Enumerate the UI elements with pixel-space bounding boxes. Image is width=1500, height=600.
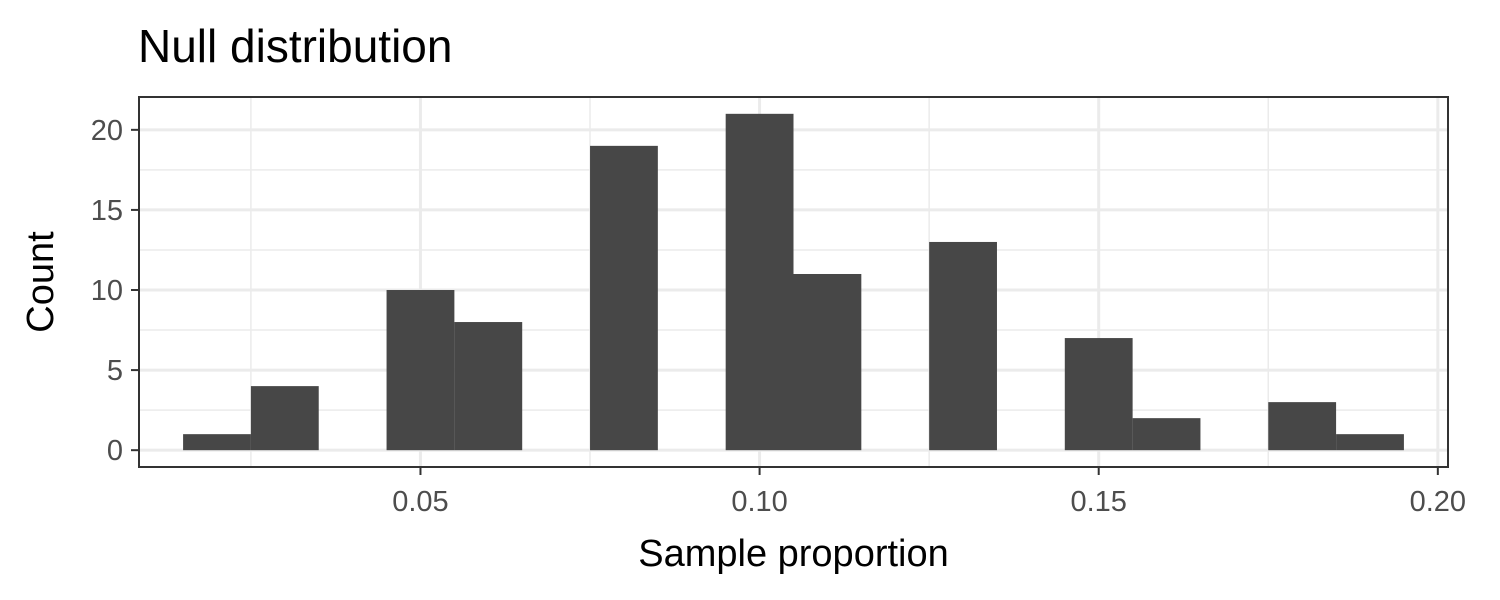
y-tick-label: 5 xyxy=(107,355,123,387)
histogram-bar xyxy=(1336,434,1404,451)
y-tick-label: 0 xyxy=(107,435,123,467)
histogram-bar xyxy=(793,273,862,451)
x-tick-label: 0.05 xyxy=(392,486,448,518)
panel-border xyxy=(138,96,1449,468)
x-tick-label: 0.15 xyxy=(1070,486,1126,518)
x-axis-title: Sample proportion xyxy=(638,533,949,575)
x-axis: 0.05 0.10 0.15 0.20 xyxy=(392,467,1466,518)
x-tick-label: 0.10 xyxy=(731,486,787,518)
x-tick-label: 0.20 xyxy=(1410,486,1466,518)
y-axis-title: Count xyxy=(20,231,62,333)
y-tick-label: 20 xyxy=(91,115,123,147)
histogram-bar xyxy=(454,322,523,451)
bars xyxy=(183,113,1404,451)
histogram-bar xyxy=(1268,402,1337,451)
chart-title: Null distribution xyxy=(138,20,452,72)
histogram-bar xyxy=(590,145,658,451)
histogram-bar xyxy=(250,386,319,451)
histogram-bar xyxy=(929,241,997,451)
y-tick-label: 10 xyxy=(91,275,123,307)
histogram-bar xyxy=(1064,338,1133,451)
histogram-bar xyxy=(386,290,455,451)
histogram-bar xyxy=(1132,418,1201,451)
y-axis: 0 5 10 15 20 xyxy=(91,115,139,467)
y-tick-label: 15 xyxy=(91,195,123,227)
histogram-bar xyxy=(725,113,794,451)
histogram-bar xyxy=(183,434,251,451)
